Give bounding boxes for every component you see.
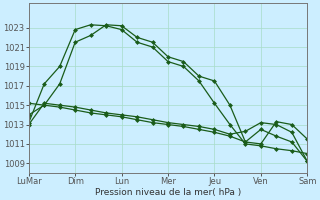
X-axis label: Pression niveau de la mer( hPa ): Pression niveau de la mer( hPa )	[95, 188, 241, 197]
